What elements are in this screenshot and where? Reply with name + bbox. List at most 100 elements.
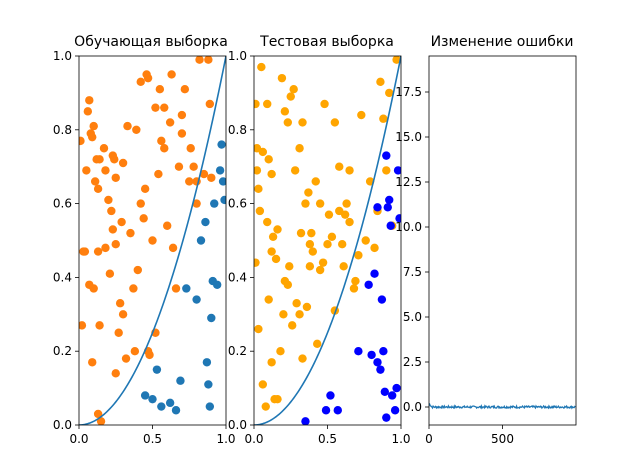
scatter-point-class-above [315, 265, 325, 275]
scatter-point-class-above [118, 310, 128, 319]
scatter-point-class-above [95, 321, 104, 330]
scatter-point-class-above [285, 262, 294, 271]
scatter-point-class-above [189, 162, 198, 171]
scatter-point-class-above [305, 239, 315, 249]
scatter-point-class-above [298, 354, 307, 363]
scatter-point-class-above [273, 225, 282, 234]
scatter-point-class-above [140, 184, 150, 194]
scatter-point-class-above [121, 354, 131, 363]
x-tick-label: 500 [491, 432, 514, 446]
scatter-point-class-below [382, 413, 391, 422]
scatter-point-class-above [89, 121, 98, 131]
scatter-point-class-above [335, 162, 344, 171]
training-scatter-panel: Обучающая выборка 0.0 0.5 1.0 0.0 0.2 0.4 0.6 0… [53, 34, 236, 446]
scatter-point-class-above [324, 210, 334, 219]
scatter-point-class-above [311, 177, 320, 186]
scatter-point-class-below [301, 417, 310, 425]
scatter-point-class-below [392, 383, 401, 393]
scatter-point-class-below [204, 380, 213, 389]
scatter-point-class-above [136, 199, 145, 208]
scatter-point-class-above [254, 99, 260, 109]
scatter-point-class-above [88, 132, 97, 142]
scatter-point-class-above [105, 269, 115, 278]
scatter-point-class-above [79, 247, 88, 256]
scatter-point-class-above [163, 221, 172, 230]
scatter-point-class-above [199, 169, 209, 179]
scatter-point-class-above [93, 409, 103, 419]
scatter-point-class-above [180, 85, 190, 94]
scatter-point-class-above [289, 85, 298, 94]
scatter-point-class-above [264, 295, 273, 304]
scatter-point-class-below [217, 140, 226, 149]
scatter-point-class-above [101, 243, 110, 253]
scatter-point-class-above [273, 394, 282, 404]
scatter-point-class-above [254, 324, 263, 334]
scatter-point-class-above [207, 173, 216, 182]
scatter-point-class-above [354, 251, 363, 260]
scatter-point-class-above [254, 166, 262, 175]
scatter-point-class-above [261, 402, 270, 411]
y-tick-label: 0.6 [228, 197, 247, 211]
scatter-point-class-above [111, 239, 120, 249]
axes-frame [428, 55, 577, 426]
scatter-point-class-above [298, 118, 307, 127]
scatter-point-class-below [192, 295, 201, 304]
y-tick-label: 17.5 [395, 85, 422, 99]
scatter-point-class-above [361, 236, 370, 245]
error-series-line [429, 402, 576, 410]
test-chart-title: Тестовая выборка [259, 34, 394, 50]
scatter-point-class-above [177, 110, 187, 120]
scatter-point-class-above [327, 232, 337, 242]
scatter-point-class-below [354, 347, 363, 356]
scatter-point-class-above [283, 118, 293, 127]
scatter-point-class-above [345, 217, 354, 227]
test-scatter-panel: Тестовая выборка 0.0 0.5 1.0 0.0 0.2 0.4 0.6 0.… [228, 34, 411, 446]
scatter-point-class-above [255, 206, 265, 216]
scatter-point-class-below [140, 391, 150, 400]
scatter-point-class-above [292, 299, 301, 308]
scatter-point-class-below [212, 280, 222, 289]
scatter-point-class-above [304, 188, 313, 197]
scatter-point-class-above [254, 144, 262, 153]
scatter-point-class-above [174, 162, 184, 171]
scatter-point-class-below [210, 199, 219, 208]
scatter-point-class-above [115, 299, 125, 308]
scatter-point-class-below [326, 391, 335, 400]
scatter-point-class-above [290, 166, 300, 175]
scatter-point-class-below [385, 195, 394, 205]
scatter-point-class-above [151, 103, 160, 112]
y-tick-label: 10.0 [395, 220, 422, 234]
scatter-point-class-below [152, 365, 162, 374]
y-tick-label: 0.6 [53, 197, 72, 211]
scatter-point-class-above [139, 214, 148, 223]
scatter-point-class-above [307, 228, 316, 238]
scatter-point-class-above [313, 339, 322, 349]
scatter-point-class-above [263, 217, 272, 227]
scatter-point-class-below [157, 402, 166, 411]
scatter-point-class-above [288, 321, 297, 330]
scatter-point-class-above [132, 125, 141, 134]
scatter-point-class-above [295, 310, 304, 319]
scatter-point-class-above [157, 136, 166, 146]
x-tick-label: 1.0 [391, 432, 410, 446]
scatter-point-class-above [276, 347, 285, 356]
scatter-point-class-above [130, 347, 140, 356]
scatter-point-class-below [218, 177, 226, 186]
boundary-curve [254, 56, 401, 425]
scatter-point-class-above [296, 228, 306, 238]
y-tick-label: 0.8 [53, 123, 72, 137]
y-tick-label: 15.0 [395, 130, 422, 144]
scatter-point-class-above [205, 99, 215, 109]
scatter-point-class-above [318, 258, 328, 267]
y-tick-label: 0.2 [53, 344, 72, 358]
scatter-point-class-below [376, 365, 385, 374]
scatter-point-class-above [99, 144, 109, 153]
scatter-point-class-above [160, 144, 169, 153]
scatter-point-class-above [323, 239, 332, 249]
y-tick-label: 0.4 [228, 270, 247, 284]
scatter-point-class-below [383, 203, 392, 212]
scatter-point-class-above [171, 284, 181, 293]
scatter-point-class-above [258, 380, 268, 389]
scatter-point-class-above [85, 280, 94, 289]
